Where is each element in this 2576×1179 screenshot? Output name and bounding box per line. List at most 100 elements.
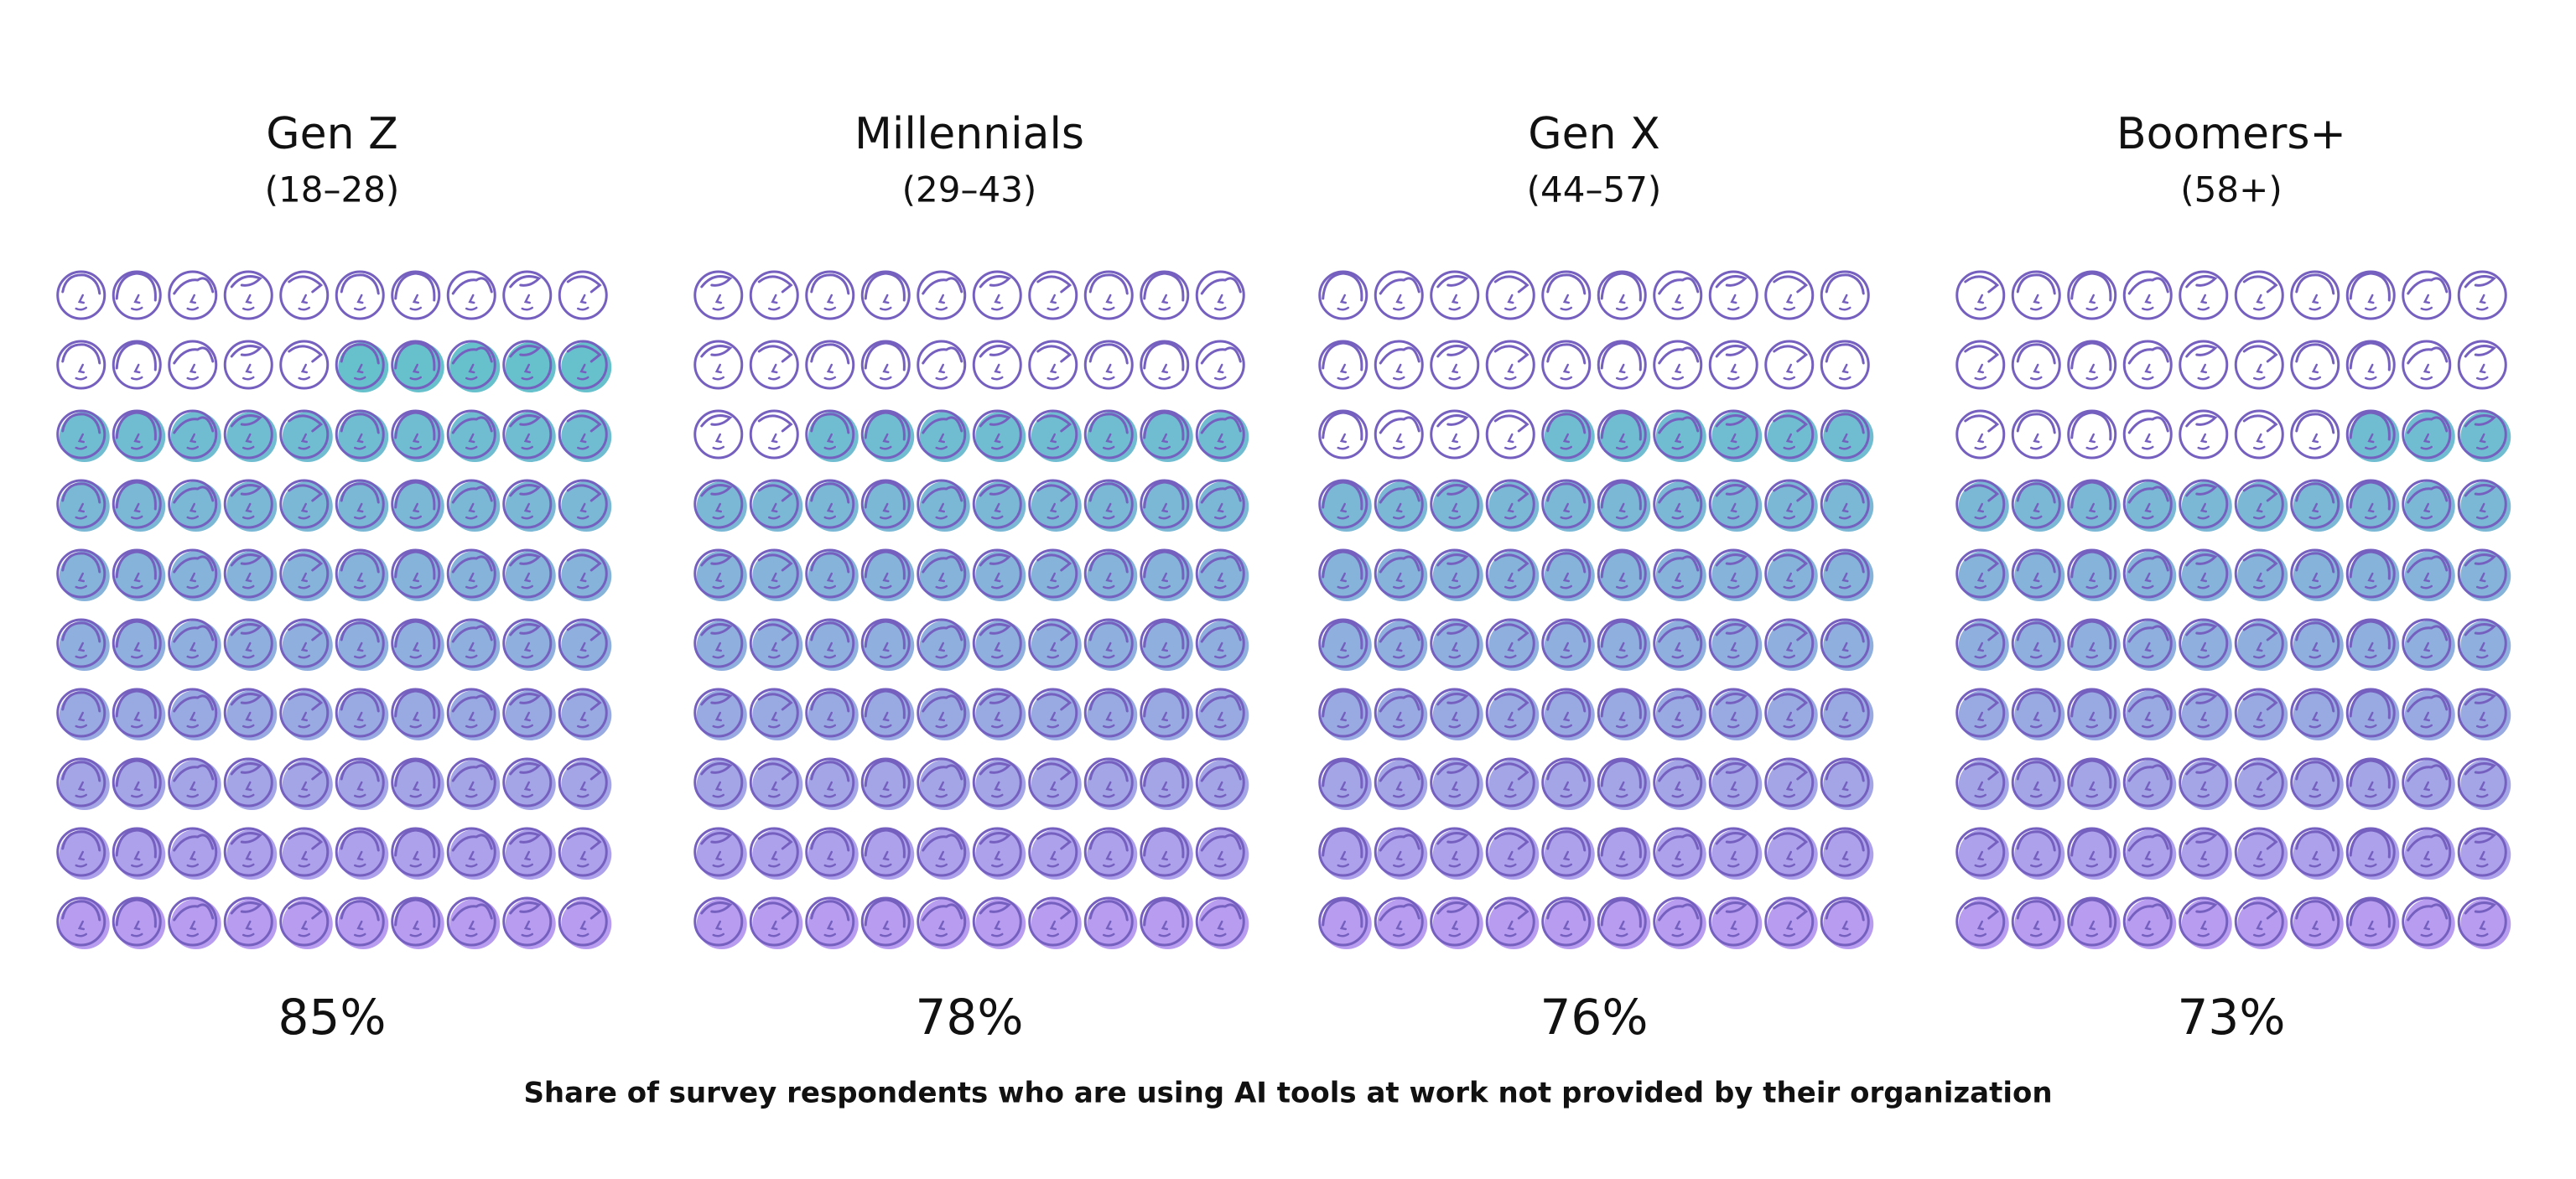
icon-hair	[864, 828, 906, 859]
icon-face	[409, 641, 422, 659]
icon-outline	[223, 896, 273, 947]
icon-hair	[1493, 832, 1530, 850]
icon-face	[2309, 711, 2321, 729]
icon-face	[1783, 781, 1795, 798]
person-icon	[56, 409, 110, 462]
icon-outline	[1028, 479, 1078, 529]
icon-outline	[972, 479, 1022, 529]
icon-outline	[1597, 618, 1647, 668]
icon-face	[991, 641, 1004, 659]
person-icon	[2011, 409, 2061, 460]
icon-hair	[340, 900, 380, 922]
icon-hair	[2016, 691, 2056, 713]
icon-outline	[391, 548, 441, 599]
icon-outline	[1374, 757, 1424, 808]
icon-hair	[1658, 625, 1700, 643]
icon-face	[131, 850, 143, 868]
icon-outline	[1374, 688, 1424, 738]
icon-hair	[451, 625, 493, 643]
panel-subtitle: (18–28)	[265, 169, 400, 210]
icon-outline	[1083, 548, 1134, 599]
icon-hair	[1600, 341, 1642, 371]
icon-hair	[2070, 759, 2112, 789]
person-icon	[1955, 618, 2009, 671]
person-icon	[1140, 548, 1193, 601]
person-icon	[279, 827, 333, 880]
icon-hair	[1436, 901, 1469, 915]
icon-face	[2197, 363, 2210, 381]
icon-face	[2309, 920, 2321, 937]
icon-outline	[2234, 688, 2284, 738]
icon-hair	[61, 621, 101, 643]
icon-outline	[1541, 688, 1592, 738]
icon-outline	[391, 479, 441, 529]
icon-face	[1974, 293, 1987, 311]
person-icon	[112, 688, 166, 740]
icon-hair	[1546, 482, 1587, 504]
icon-hair	[2016, 900, 2056, 922]
person-icon	[1318, 340, 1368, 390]
icon-outline	[1708, 548, 1758, 599]
icon-hair	[2407, 764, 2449, 782]
icon-hair	[2349, 272, 2391, 302]
icon-face	[2142, 293, 2154, 311]
icon-hair	[1493, 762, 1530, 781]
icon-face	[1046, 850, 1059, 868]
icon-face	[2309, 850, 2321, 868]
icon-hair	[394, 272, 436, 302]
icon-outline	[391, 757, 441, 808]
person-icon	[805, 896, 859, 949]
icon-hair	[1715, 414, 1748, 428]
icon-outline	[1430, 827, 1480, 877]
icon-outline	[1430, 688, 1480, 738]
icon-hair	[173, 346, 215, 365]
icon-face	[1839, 363, 1852, 381]
icon-face	[242, 572, 255, 590]
icon-hair	[340, 413, 380, 434]
icon-outline	[558, 827, 608, 877]
icon-face	[409, 293, 422, 311]
person-icon	[2290, 548, 2344, 601]
icon-hair	[1322, 620, 1363, 650]
icon-fill	[505, 760, 556, 810]
icon-hair	[173, 416, 215, 434]
icon-hair	[2070, 828, 2112, 859]
icon-face	[2030, 781, 2043, 798]
icon-outline	[223, 688, 273, 738]
icon-outline	[749, 688, 799, 738]
icon-hair	[1379, 486, 1420, 504]
icon-hair	[1143, 480, 1185, 511]
icon-face	[577, 363, 589, 381]
icon-face	[1158, 433, 1171, 450]
icon-outline	[2290, 827, 2340, 877]
person-icon	[749, 618, 803, 671]
icon-hair	[2070, 411, 2112, 441]
icon-hair	[2127, 625, 2169, 643]
icon-outline	[223, 270, 273, 320]
person-icon	[805, 757, 859, 810]
icon-hair	[2349, 828, 2391, 859]
person-icon	[2402, 409, 2455, 462]
person-icon	[2179, 479, 2232, 532]
icon-hair	[1379, 903, 1420, 922]
person-icon	[1485, 548, 1540, 601]
icon-outline	[446, 409, 496, 460]
person-icon	[1083, 479, 1138, 532]
person-icon	[1653, 757, 1706, 810]
icon-hair	[451, 555, 493, 574]
icon-outline	[223, 479, 273, 529]
person-icon	[558, 618, 612, 671]
icon-outline	[2234, 340, 2284, 390]
icon-outline	[1820, 479, 1870, 529]
person-icon	[749, 340, 799, 390]
icon-outline	[2402, 827, 2452, 877]
person-icon	[446, 548, 501, 601]
person-icon	[56, 548, 110, 601]
person-icon	[2122, 409, 2173, 460]
person-icon	[860, 896, 915, 949]
icon-outline	[1318, 409, 1368, 460]
person-icon	[2234, 340, 2284, 390]
icon-outline	[1764, 270, 1815, 320]
icon-hair	[2070, 341, 2112, 371]
icon-hair	[2464, 484, 2496, 497]
